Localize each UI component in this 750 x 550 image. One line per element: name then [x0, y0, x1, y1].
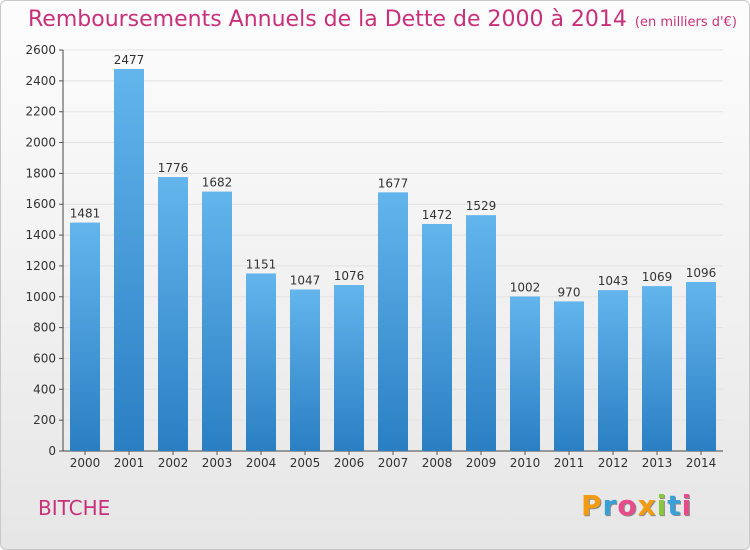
logo-letter: r [602, 489, 618, 522]
x-tick-label: 2008 [422, 456, 453, 470]
logo-letter: t [667, 489, 682, 522]
chart-title-unit: (en milliers d'€) [634, 15, 737, 30]
y-tick-label: 0 [48, 444, 56, 458]
bar-value-label: 1069 [642, 270, 673, 284]
logo-letter: o [617, 489, 638, 522]
bar-value-label: 1682 [202, 176, 233, 190]
bar [598, 290, 628, 451]
logo-letter: P [581, 489, 603, 522]
y-tick-label: 2000 [25, 136, 56, 150]
x-tick-label: 2010 [510, 456, 541, 470]
x-tick-label: 2011 [554, 456, 585, 470]
x-tick-label: 2003 [202, 456, 233, 470]
bar [642, 286, 672, 451]
y-tick-label: 200 [33, 413, 56, 427]
x-tick-label: 2012 [598, 456, 629, 470]
x-tick-label: 2005 [290, 456, 321, 470]
proxiti-logo[interactable]: Proxiti [581, 489, 692, 522]
bar [378, 192, 408, 452]
x-tick-label: 2004 [246, 456, 277, 470]
bar-value-label: 1472 [422, 208, 453, 222]
bar-value-label: 1677 [378, 176, 409, 190]
x-tick-label: 2001 [114, 456, 145, 470]
chart-title-main: Remboursements Annuels de la Dette de 20… [28, 7, 627, 32]
bar-value-label: 1151 [246, 257, 277, 271]
y-tick-label: 1600 [25, 197, 56, 211]
bar [510, 296, 540, 451]
x-tick-label: 2002 [158, 456, 189, 470]
bar-value-label: 2477 [114, 53, 145, 67]
y-tick-label: 400 [33, 382, 56, 396]
bar [686, 281, 716, 451]
y-tick-label: 1200 [25, 259, 56, 273]
bar [246, 273, 276, 451]
bar [554, 301, 584, 451]
y-tick-label: 600 [33, 351, 56, 365]
bar-value-label: 1096 [686, 266, 717, 280]
bar [290, 289, 320, 451]
x-tick-label: 2014 [686, 456, 717, 470]
bar [158, 177, 188, 451]
bar-value-label: 1002 [510, 280, 541, 294]
y-tick-label: 1000 [25, 290, 56, 304]
labels: 0 200 400 600 800 1000 1200 1400 1600 1800 2000 220… [25, 43, 716, 470]
bar-value-label: 1529 [466, 199, 497, 213]
y-tick-label: 2400 [25, 74, 56, 88]
bar [422, 223, 452, 451]
y-tick-label: 2600 [25, 43, 56, 57]
x-tick-label: 2009 [466, 456, 497, 470]
logo-letter: i [656, 489, 668, 522]
bar-value-label: 1043 [598, 274, 629, 288]
bar-value-label: 1481 [70, 207, 101, 221]
bar [114, 68, 144, 451]
y-tick-label: 1400 [25, 228, 56, 242]
bar [334, 285, 364, 451]
x-tick-label: 2000 [70, 456, 101, 470]
y-tick-label: 1800 [25, 166, 56, 180]
bar-value-label: 1047 [290, 274, 321, 288]
chart-title: Remboursements Annuels de la Dette de 20… [28, 7, 737, 32]
x-tick-label: 2007 [378, 456, 409, 470]
logo-letter: x [637, 489, 657, 522]
bar-value-label: 970 [558, 285, 581, 299]
logo-letter: i [681, 489, 693, 522]
bar-value-label: 1076 [334, 269, 365, 283]
bars [70, 68, 716, 452]
y-tick-label: 2200 [25, 105, 56, 119]
commune-name: BITCHE [38, 496, 111, 520]
bar [202, 191, 232, 451]
bar [466, 215, 496, 451]
x-tick-label: 2013 [642, 456, 673, 470]
bar-value-label: 1776 [158, 161, 189, 175]
y-tick-label: 800 [33, 321, 56, 335]
bar [70, 222, 100, 451]
x-tick-label: 2006 [334, 456, 365, 470]
